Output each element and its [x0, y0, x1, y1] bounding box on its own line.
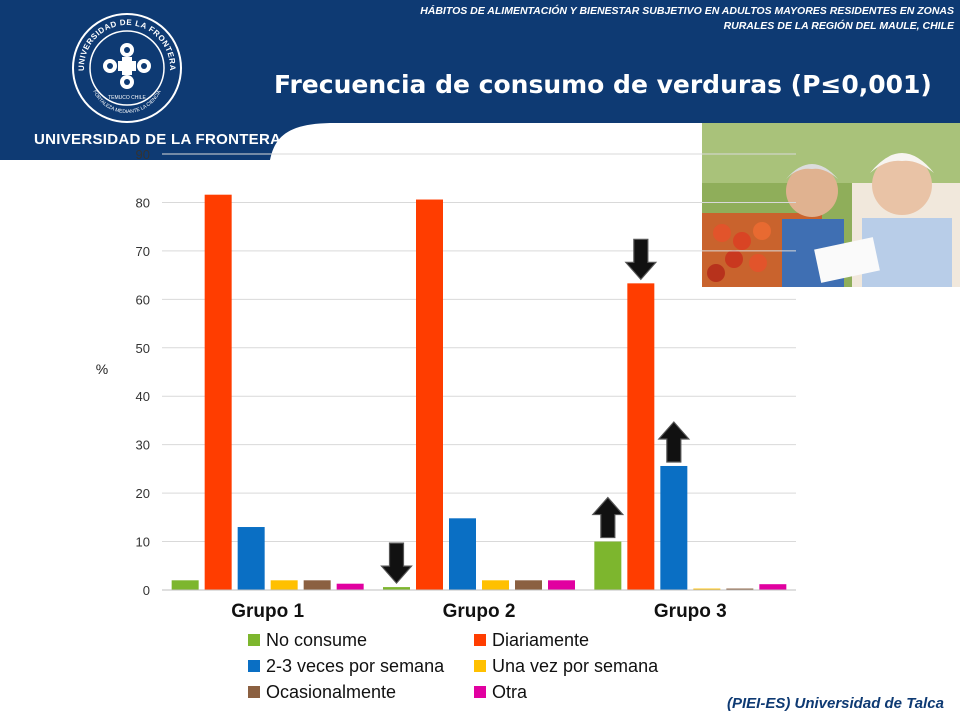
- chart-legend: No consume Diariamente 2-3 veces por seman…: [248, 629, 708, 713]
- legend-swatch: [248, 660, 260, 672]
- arrow-up-icon: [591, 496, 625, 539]
- bar: [548, 580, 575, 590]
- bar: [171, 580, 199, 590]
- arrow-down-icon: [624, 238, 658, 281]
- legend-item: Ocasionalmente: [248, 681, 396, 703]
- chart-annotations: [380, 238, 691, 585]
- y-axis-label: %: [96, 361, 108, 377]
- arrow-down-icon: [380, 542, 413, 585]
- legend-item: No consume: [248, 629, 367, 651]
- bar: [726, 588, 754, 590]
- legend-swatch: [474, 660, 486, 672]
- bar: [237, 527, 265, 590]
- x-tick-label: Grupo 1: [231, 601, 304, 622]
- bar: [449, 518, 476, 590]
- bar: [416, 199, 443, 590]
- arrow-up-icon: [657, 421, 691, 463]
- bar: [759, 584, 787, 590]
- presentation-title: HÁBITOS DE ALIMENTACIÓN Y BIENESTAR SUBJ…: [314, 4, 954, 34]
- bar: [660, 465, 688, 590]
- legend-item: 2-3 veces por semana: [248, 655, 444, 677]
- footer-credit: (PIEI-ES) Universidad de Talca: [726, 695, 944, 712]
- y-tick-label: 20: [136, 486, 150, 501]
- bar: [204, 194, 232, 590]
- bar: [515, 580, 542, 590]
- bar: [594, 541, 622, 590]
- slide-title: Frecuencia de consumo de verduras (P≤0,0…: [274, 70, 932, 99]
- y-tick-label: 50: [136, 341, 150, 356]
- legend-label: Otra: [492, 681, 528, 702]
- university-name: UNIVERSIDAD DE LA FRONTERA: [34, 131, 282, 148]
- legend-label: Una vez por semana: [492, 655, 659, 676]
- y-tick-label: 40: [136, 389, 150, 404]
- y-tick-label: 30: [136, 438, 150, 453]
- presentation-title-line1: HÁBITOS DE ALIMENTACIÓN Y BIENESTAR SUBJ…: [420, 5, 954, 17]
- x-tick-label: Grupo 2: [443, 601, 516, 622]
- y-tick-label: 70: [136, 244, 150, 259]
- chart-bars: [171, 194, 787, 590]
- bar: [693, 588, 721, 590]
- legend-label: 2-3 veces por semana: [266, 655, 445, 676]
- legend-swatch: [248, 686, 260, 698]
- bar: [336, 583, 364, 590]
- elderly-couple-photo: [702, 123, 960, 287]
- chart-axes: 0 10 20 30 40 50 60 70 80 90% Grupo 1 Grupo 2 Grupo …: [96, 147, 796, 622]
- y-tick-label: 90: [136, 147, 150, 162]
- bar: [627, 283, 655, 590]
- legend-label: Ocasionalmente: [266, 681, 397, 702]
- university-seal-icon: UNIVERSIDAD DE LA FRONTERA FORTALEZA MED…: [72, 13, 182, 123]
- presentation-title-line2: RURALES DE LA REGIÓN DEL MAULE, CHILE: [723, 20, 954, 32]
- legend-item: Diariamente: [474, 629, 589, 651]
- legend-label: No consume: [266, 629, 368, 650]
- bar: [303, 580, 331, 590]
- y-tick-label: 0: [143, 583, 150, 598]
- legend-label: Diariamente: [492, 629, 590, 650]
- legend-swatch: [474, 686, 486, 698]
- bar: [482, 580, 509, 590]
- bar: [383, 587, 410, 590]
- y-tick-label: 80: [136, 195, 150, 210]
- x-tick-label: Grupo 3: [654, 601, 727, 622]
- y-tick-label: 60: [136, 292, 150, 307]
- legend-item: Otra: [474, 681, 527, 703]
- y-tick-label: 10: [136, 535, 150, 550]
- chart-grid: [162, 153, 796, 591]
- bar: [270, 580, 298, 590]
- legend-swatch: [248, 634, 260, 646]
- legend-swatch: [474, 634, 486, 646]
- legend-item: Una vez por semana: [474, 655, 658, 677]
- svg-text:TEMUCO CHILE: TEMUCO CHILE: [108, 95, 146, 101]
